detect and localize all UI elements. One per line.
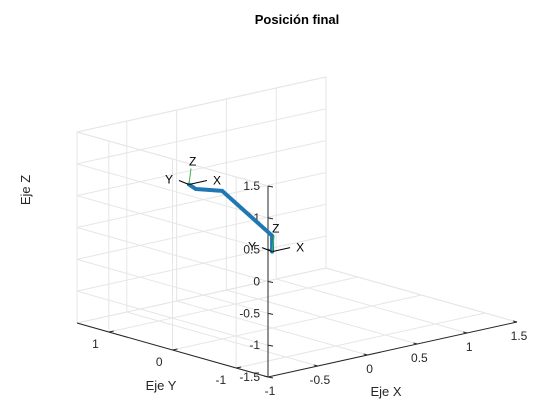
frame-axis: [178, 180, 190, 185]
x-tick-label: 0: [366, 362, 373, 376]
box-edge: [76, 131, 269, 187]
z-tick-label: -1.5: [239, 370, 260, 384]
coordinate-frame: X Y Z: [165, 154, 221, 187]
box-edge: [76, 76, 327, 133]
x-tick-label: 0.5: [411, 351, 428, 365]
y-gridline: [108, 276, 358, 333]
y-gridline: [172, 294, 422, 351]
y-tick-label: 1: [92, 337, 99, 351]
z-gridline: [76, 203, 327, 260]
frame-axis-label: Y: [248, 240, 256, 254]
frame-axis-label: X: [296, 241, 304, 255]
z-tick: [267, 217, 274, 220]
x-tick: [512, 320, 518, 323]
z-tick-label: 0.5: [243, 243, 260, 257]
joint-point: [220, 189, 224, 193]
y-tick: [236, 366, 242, 369]
x-tick-label: 1: [466, 340, 473, 354]
coordinate-frames: X Y Z X Y Z: [165, 154, 304, 254]
y-axis-label: Eje Y: [146, 378, 177, 393]
joint-point: [270, 234, 274, 238]
x-tick: [313, 364, 318, 367]
y-tick-label: 0: [156, 355, 163, 369]
grid: [76, 76, 518, 378]
tick-labels: -1 -0.5 0 0.5 1 1.5 -1 0 1 -1.5 -1 -0.5 0 0.5 1 1.5: [92, 179, 528, 398]
z-gridline: [76, 163, 269, 219]
z-gridline: [76, 172, 327, 228]
z-tick: [267, 376, 274, 379]
box-edge: [325, 267, 518, 323]
x-tick: [463, 331, 468, 334]
coordinate-frame: X Y Z: [248, 222, 304, 255]
x-tick-label: 1.5: [511, 329, 528, 343]
z-gridline: [76, 140, 327, 197]
x-tick-label: -1: [265, 384, 276, 398]
z-gridline: [76, 108, 327, 165]
frame-axis-label: X: [213, 173, 221, 187]
frame-axis-label: Y: [165, 172, 173, 186]
frame-axis-label: Z: [189, 154, 196, 168]
z-tick: [267, 344, 274, 347]
box-edge: [76, 267, 327, 324]
x-tick: [363, 353, 368, 356]
frame-axis: [188, 168, 192, 185]
frame-axis: [271, 247, 291, 253]
z-tick-label: -1: [249, 338, 260, 352]
z-gridline: [76, 195, 269, 251]
z-gridline: [76, 290, 269, 346]
z-tick-label: 0: [253, 275, 260, 289]
z-gridline: [76, 227, 269, 282]
robot-links: [186, 182, 275, 254]
z-tick-label: -0.5: [239, 306, 260, 320]
x-axis-line: [267, 321, 518, 378]
frame-axis: [261, 247, 273, 253]
z-axis-label: Eje Z: [18, 175, 33, 205]
y-tick: [108, 330, 114, 333]
x-tick-label: -0.5: [309, 373, 330, 387]
frame-axis-label: Z: [272, 222, 279, 236]
z-gridline: [76, 258, 269, 314]
z-tick: [267, 281, 274, 283]
y-gridline: [236, 312, 486, 369]
z-tick-label: 1.5: [243, 179, 260, 193]
y-tick: [172, 348, 178, 351]
x-tick: [413, 342, 418, 345]
frame-axis: [188, 180, 208, 185]
z-tick: [267, 312, 274, 315]
x-tick: [263, 375, 269, 378]
z-tick-label: 1: [253, 211, 260, 225]
y-tick-label: -1: [215, 373, 226, 387]
frame-axis: [271, 235, 275, 252]
joint-point: [194, 187, 198, 191]
chart-title: Posición final: [255, 12, 340, 27]
z-tick: [267, 185, 274, 188]
x-axis-label: Eje X: [370, 384, 401, 399]
z-gridline: [76, 235, 327, 292]
